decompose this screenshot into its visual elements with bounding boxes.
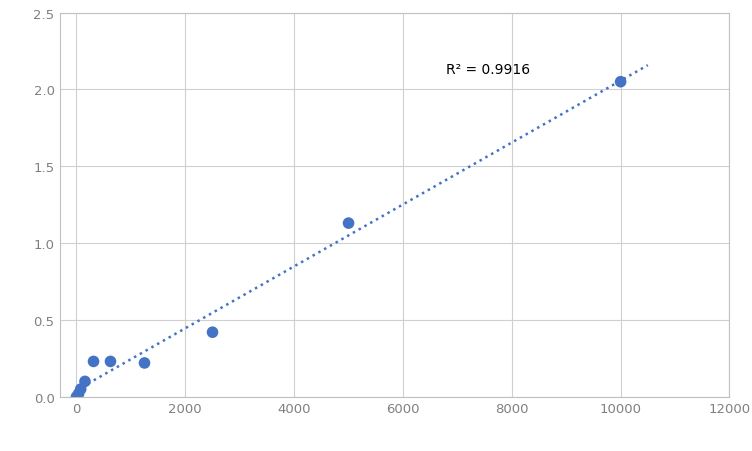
Point — [614, 79, 626, 86]
Point — [207, 329, 219, 336]
Point — [87, 358, 99, 365]
Point — [79, 378, 91, 385]
Point — [342, 220, 354, 227]
Point — [105, 358, 117, 365]
Text: R² = 0.9916: R² = 0.9916 — [447, 63, 531, 77]
Point — [73, 390, 85, 397]
Point — [138, 359, 150, 367]
Point — [74, 386, 86, 393]
Point — [71, 393, 83, 400]
